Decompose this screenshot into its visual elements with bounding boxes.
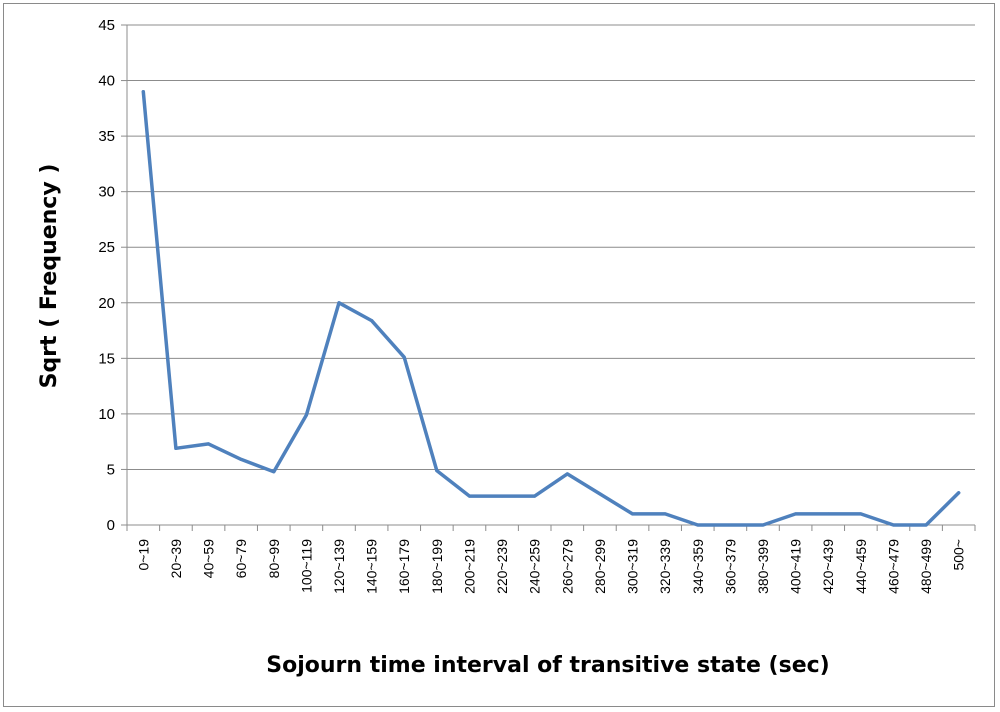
data-point [826, 512, 830, 516]
x-tick-label: 380~399 [755, 539, 771, 594]
x-tick-label: 400~419 [788, 539, 804, 594]
data-point [500, 494, 504, 498]
y-tick-label: 10 [98, 406, 115, 423]
data-point [141, 90, 145, 94]
x-tick-label: 160~179 [396, 539, 412, 594]
x-tick-label: 120~139 [331, 539, 347, 594]
data-point [924, 523, 928, 527]
x-tick-label: 480~499 [918, 539, 934, 594]
gridlines [121, 24, 975, 526]
x-tick-label: 500~ [951, 539, 967, 571]
data-point [174, 446, 178, 450]
x-tick-label: 80~99 [266, 539, 282, 579]
x-tick-label: 180~199 [429, 539, 445, 594]
x-tick-label: 360~379 [722, 539, 738, 594]
y-tick-label: 25 [98, 239, 115, 256]
data-point [891, 523, 895, 527]
x-tick-label: 460~479 [885, 539, 901, 594]
y-tick-label: 15 [98, 350, 115, 367]
x-tick-label: 260~279 [559, 539, 575, 594]
x-axis-title: Sojourn time interval of transitive stat… [266, 653, 829, 678]
y-tick-labels: 0 5 10 15 20 25 30 35 40 45 [98, 17, 115, 534]
x-tick-label: 200~219 [461, 539, 477, 594]
x-tick-label: 40~59 [201, 539, 217, 579]
x-tick-label: 60~79 [233, 539, 249, 579]
series-line-0 [141, 89, 961, 527]
data-point [598, 492, 602, 496]
data-point [859, 512, 863, 516]
y-tick-label: 5 [107, 461, 115, 478]
data-point [533, 494, 537, 498]
series-group [141, 89, 961, 527]
data-point [370, 319, 374, 323]
y-tick-label: 45 [98, 17, 115, 34]
data-point [957, 491, 961, 495]
axes [126, 25, 976, 531]
x-tick-label: 0~19 [135, 539, 151, 571]
data-point [402, 355, 406, 359]
data-point [272, 470, 276, 474]
data-point [565, 472, 569, 476]
data-point [239, 457, 243, 461]
data-point [304, 413, 308, 417]
x-tick-label: 280~299 [592, 539, 608, 594]
y-tick-label: 20 [98, 295, 115, 312]
y-axis-title: Sqrt ( Frequency ) [37, 164, 62, 389]
x-tick-label: 240~259 [527, 539, 543, 594]
data-point [207, 442, 211, 446]
y-tick-label: 30 [98, 184, 115, 201]
y-tick-label: 40 [98, 73, 115, 90]
data-point [663, 512, 667, 516]
data-point [794, 512, 798, 516]
x-tick-label: 140~159 [364, 539, 380, 594]
x-tick-label: 340~359 [690, 539, 706, 594]
data-point [435, 469, 439, 473]
x-tick-label: 220~239 [494, 539, 510, 594]
x-tick-label: 100~119 [298, 539, 314, 593]
x-tick-label: 320~339 [657, 539, 673, 594]
x-tick-label: 440~459 [853, 539, 869, 594]
x-tick-label: 20~39 [168, 539, 184, 579]
data-point [761, 523, 765, 527]
data-point [728, 523, 732, 527]
data-point [631, 512, 635, 516]
x-tick-label: 420~439 [820, 539, 836, 594]
data-point [337, 301, 341, 305]
y-tick-label: 0 [107, 517, 115, 534]
x-tick-labels: 0~19 20~39 40~59 60~79 80~99 100~119 120~139 14… [135, 539, 966, 594]
x-tick-label: 300~319 [625, 539, 641, 594]
y-tick-label: 35 [98, 128, 115, 145]
data-point [467, 494, 471, 498]
data-point [696, 523, 700, 527]
